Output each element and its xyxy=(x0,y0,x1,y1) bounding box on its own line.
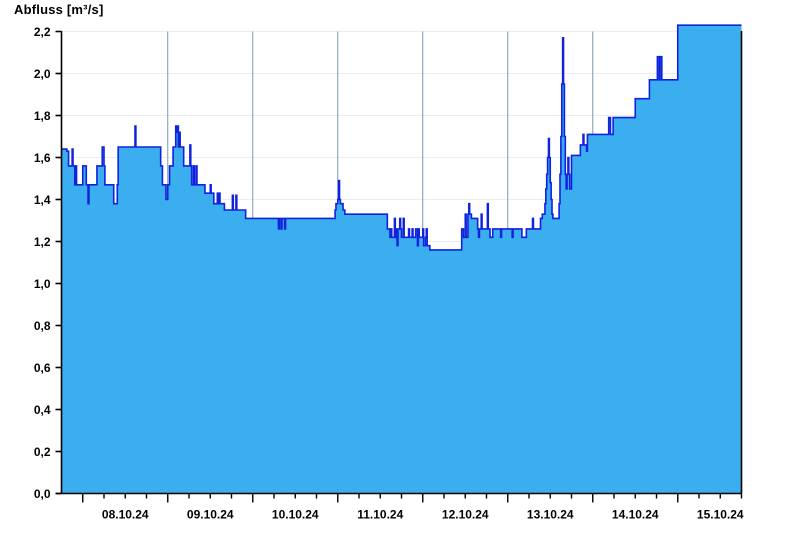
x-axis-tick-label: 12.10.24 xyxy=(442,508,489,522)
x-axis-tick-label: 15.10.24 xyxy=(697,508,744,522)
x-axis-tick-labels: 08.10.24 09.10.24 10.10.24 11.10.24 12.10.24… xyxy=(102,508,744,522)
x-axis-tick-label: 14.10.24 xyxy=(612,508,659,522)
x-axis-tick-label: 11.10.24 xyxy=(357,508,403,522)
y-axis-tick-label: 0,6 xyxy=(34,361,51,375)
y-axis-tick-labels: 0,0 0,2 0,4 0,6 0,8 1,0 1,2 1,4 1,6 1,8 2,0 2,2 xyxy=(34,25,51,501)
y-axis-tick-label: 0,4 xyxy=(34,403,51,417)
y-axis-tick-label: 0,8 xyxy=(34,319,51,333)
y-axis-tick-label: 1,8 xyxy=(34,109,51,123)
y-axis-tick-label: 2,0 xyxy=(34,67,51,81)
y-axis xyxy=(55,30,743,495)
y-axis-tick-label: 0,2 xyxy=(34,445,51,459)
y-axis-tick-label: 1,2 xyxy=(34,235,51,249)
y-axis-tick-label: 1,6 xyxy=(34,151,51,165)
chart-title: Abfluss [m³/s] xyxy=(14,2,104,17)
x-axis-tick-label: 13.10.24 xyxy=(527,508,574,522)
y-axis-tick-label: 1,0 xyxy=(34,277,51,291)
data-line-stroke xyxy=(61,24,742,251)
x-axis xyxy=(55,492,743,503)
y-axis-tick-label: 2,2 xyxy=(34,25,51,39)
y-axis-tick-label: 0,0 xyxy=(34,487,51,501)
data-area-fill xyxy=(61,25,742,494)
x-axis-tick-label: 09.10.24 xyxy=(187,508,234,522)
x-axis-tick-label: 08.10.24 xyxy=(102,508,149,522)
x-axis-tick-label: 10.10.24 xyxy=(272,508,319,522)
y-axis-tick-label: 1,4 xyxy=(34,193,51,207)
